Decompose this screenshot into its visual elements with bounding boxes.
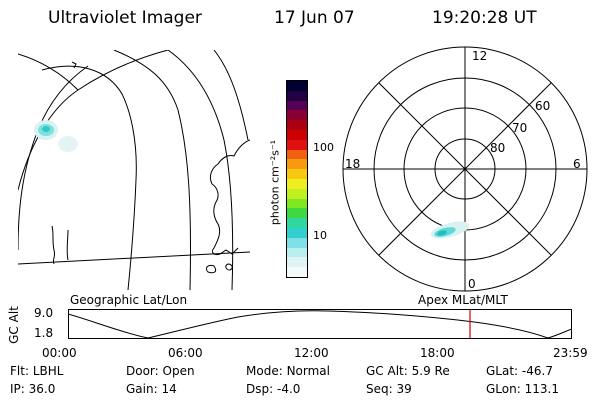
polar-plot: 12 18 6 0 60 70 80	[342, 46, 588, 292]
mlt-label-6: 6	[573, 157, 581, 171]
colorbar-segment	[287, 218, 307, 228]
status-glat: GLat: -46.7	[486, 364, 553, 378]
colorbar-segment	[287, 90, 307, 101]
status-mode: Mode: Normal	[246, 364, 330, 378]
mlat-label-70: 70	[512, 121, 527, 135]
map-coastline	[51, 225, 56, 265]
colorbar-segment	[287, 267, 307, 277]
colorbar-segment	[287, 129, 307, 140]
colorbar-segment	[287, 178, 307, 189]
orbit-x-tick-0600: 06:00	[168, 346, 203, 360]
colorbar-segment	[287, 237, 307, 248]
map-grid-line	[18, 65, 89, 251]
geographic-map	[18, 50, 250, 290]
colorbar-segment	[287, 247, 307, 258]
aurora-emission-polar	[430, 221, 470, 239]
map-coastline	[209, 139, 250, 255]
map-grid-line	[167, 50, 234, 290]
orbit-y-tick-low: 1.8	[34, 326, 54, 340]
mlat-label-60: 60	[535, 99, 550, 113]
mlt-label-0: 0	[468, 277, 476, 291]
colorbar-segment	[287, 188, 307, 199]
map-coastline	[225, 263, 233, 271]
map-grid-line	[213, 50, 249, 141]
colorbar-unit-label: photon cm⁻²s⁻¹	[268, 139, 282, 226]
colorbar-segment	[287, 81, 307, 91]
status-gc-alt: GC Alt: 5.9 Re	[366, 364, 450, 378]
polar-axis-diagonal	[378, 82, 552, 256]
map-coastline	[205, 265, 217, 274]
map-grid-line	[18, 53, 79, 91]
colorbar-segment	[287, 110, 307, 121]
map-grid-line	[41, 65, 137, 290]
status-glon: GLon: 113.1	[486, 382, 559, 396]
colorbar-tick-10: 10	[313, 229, 327, 242]
map-coastline	[71, 61, 77, 69]
colorbar-segment	[287, 149, 307, 160]
status-dsp: Dsp: -4.0	[246, 382, 301, 396]
map-grid-line	[18, 251, 250, 265]
colorbar-segment	[287, 120, 307, 130]
date-label: 17 Jun 07	[274, 8, 355, 28]
colorbar	[286, 80, 308, 278]
colorbar-tick-100: 100	[313, 141, 334, 154]
mlt-label-18: 18	[345, 157, 360, 171]
colorbar-segment	[287, 257, 307, 268]
status-gain: Gain: 14	[126, 382, 177, 396]
time-label: 19:20:28 UT	[432, 8, 537, 28]
colorbar-segment	[287, 139, 307, 150]
geo-map-label: Geographic Lat/Lon	[70, 293, 188, 307]
orbit-altitude-curve	[68, 310, 572, 339]
orbit-x-tick-1200: 12:00	[294, 346, 329, 360]
map-grid-line	[18, 50, 169, 191]
colorbar-segment	[287, 159, 307, 170]
orbit-plot	[68, 309, 572, 339]
mlat-label-80: 80	[490, 141, 505, 155]
instrument-title: Ultraviolet Imager	[48, 8, 202, 28]
mlt-label-12: 12	[472, 49, 487, 63]
colorbar-segment	[287, 169, 307, 179]
orbit-y-tick-high: 9.0	[34, 306, 54, 320]
orbit-x-tick-0000: 00:00	[42, 346, 77, 360]
polar-plot-label: Apex MLat/MLT	[418, 293, 508, 307]
colorbar-segment	[287, 227, 307, 238]
status-flt: Flt: LBHL	[10, 364, 64, 378]
orbit-x-tick-1800: 18:00	[420, 346, 455, 360]
aurora-emission	[34, 120, 78, 152]
orbit-x-tick-2359: 23:59	[553, 346, 588, 360]
status-door: Door: Open	[126, 364, 195, 378]
status-seq: Seq: 39	[366, 382, 412, 396]
colorbar-segment	[287, 208, 307, 219]
colorbar-segment	[287, 198, 307, 209]
map-grid-line	[113, 50, 191, 290]
colorbar-segment	[287, 100, 307, 111]
status-ip: IP: 36.0	[10, 382, 56, 396]
orbit-y-axis-label: GC Alt	[7, 306, 21, 344]
map-coastline	[66, 229, 69, 261]
